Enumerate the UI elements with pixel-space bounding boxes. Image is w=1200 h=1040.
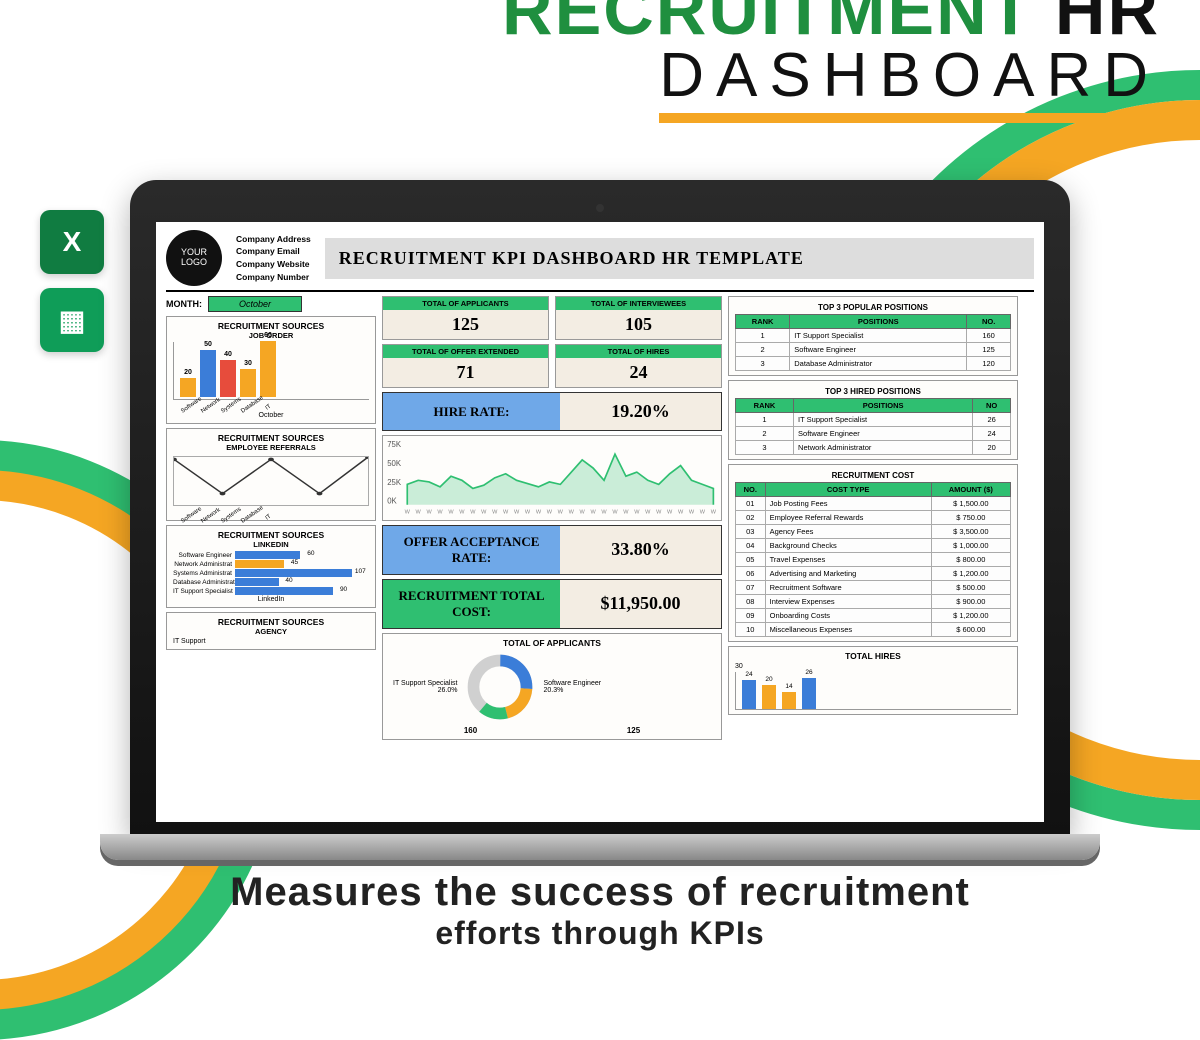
svg-text:W: W xyxy=(678,510,684,516)
svg-text:W: W xyxy=(514,510,520,516)
svg-text:0K: 0K xyxy=(387,497,397,506)
popular-positions-table: RANKPOSITIONSNO.1IT Support Specialist16… xyxy=(735,314,1011,371)
kpi-hires: TOTAL OF HIRES 24 xyxy=(555,344,722,388)
svg-text:W: W xyxy=(405,510,411,516)
laptop-base xyxy=(100,834,1100,860)
kpi-interviewees: TOTAL OF INTERVIEWEES 105 xyxy=(555,296,722,340)
middle-column: TOTAL OF APPLICANTS 125 TOTAL OF INTERVI… xyxy=(382,296,722,744)
month-label: MONTH: xyxy=(166,299,202,309)
sources-referrals-panel: RECRUITMENT SOURCES EMPLOYEE REFERRALS S… xyxy=(166,428,376,521)
logo-placeholder: YOUR LOGO xyxy=(166,230,222,286)
kpi-offer-acceptance: OFFER ACCEPTANCE RATE: 33.80% xyxy=(382,525,722,575)
hired-positions-panel: TOP 3 HIRED POSITIONS RANKPOSITIONSNO1IT… xyxy=(728,380,1018,460)
svg-text:W: W xyxy=(667,510,673,516)
svg-text:W: W xyxy=(558,510,564,516)
sources-agency-panel: RECRUITMENT SOURCES AGENCY IT Support xyxy=(166,612,376,650)
svg-text:W: W xyxy=(492,510,498,516)
svg-text:W: W xyxy=(448,510,454,516)
dashboard-title: RECRUITMENT KPI DASHBOARD HR TEMPLATE xyxy=(325,238,1034,279)
svg-text:W: W xyxy=(601,510,607,516)
svg-text:W: W xyxy=(634,510,640,516)
svg-text:W: W xyxy=(623,510,629,516)
kpi-offers: TOTAL OF OFFER EXTENDED 71 xyxy=(382,344,549,388)
kpi-total-cost: RECRUITMENT TOTAL COST: $11,950.00 xyxy=(382,579,722,629)
recruitment-cost-table: NO.COST TYPEAMOUNT ($)01Job Posting Fees… xyxy=(735,482,1011,637)
svg-text:W: W xyxy=(437,510,443,516)
svg-text:W: W xyxy=(427,510,433,516)
svg-text:W: W xyxy=(645,510,651,516)
excel-icon: X xyxy=(40,210,104,274)
svg-text:75K: 75K xyxy=(387,440,402,449)
svg-text:W: W xyxy=(525,510,531,516)
month-value[interactable]: October xyxy=(208,296,302,312)
svg-text:W: W xyxy=(536,510,542,516)
total-hires-panel: TOTAL HIRES 30 24201426 xyxy=(728,646,1018,715)
donut-chart xyxy=(465,652,535,722)
dashboard-screen: YOUR LOGO Company Address Company Email … xyxy=(156,222,1044,822)
svg-text:W: W xyxy=(470,510,476,516)
svg-text:W: W xyxy=(416,510,422,516)
kpi-applicants: TOTAL OF APPLICANTS 125 xyxy=(382,296,549,340)
svg-text:W: W xyxy=(700,510,706,516)
svg-text:W: W xyxy=(547,510,553,516)
svg-text:W: W xyxy=(459,510,465,516)
svg-text:W: W xyxy=(503,510,509,516)
hired-positions-table: RANKPOSITIONSNO1IT Support Specialist262… xyxy=(735,398,1011,455)
promo-title: RECRUITMENT HR DASHBOARD xyxy=(150,0,1160,123)
dashboard-header: YOUR LOGO Company Address Company Email … xyxy=(166,230,1034,292)
total-hires-bars: 24201426 xyxy=(735,672,1011,710)
app-icons: X ▦ xyxy=(40,210,104,366)
svg-text:W: W xyxy=(580,510,586,516)
company-info: Company Address Company Email Company We… xyxy=(236,233,311,284)
kpi-hire-rate: HIRE RATE: 19.20% xyxy=(382,392,722,431)
camera-dot xyxy=(596,204,604,212)
popular-positions-panel: TOP 3 POPULAR POSITIONS RANKPOSITIONSNO.… xyxy=(728,296,1018,376)
svg-text:W: W xyxy=(481,510,487,516)
sources-job-order-panel: RECRUITMENT SOURCES JOB ORDER 2050403060… xyxy=(166,316,376,424)
tagline: Measures the success of recruitment effo… xyxy=(0,870,1200,952)
sources-linkedin-panel: RECRUITMENT SOURCES LINKEDIN Software En… xyxy=(166,525,376,608)
trend-sparkline: 75K50K25K0K WWWWWWWWWWWWWWWWWWWWWWWWWWWW… xyxy=(385,438,719,516)
title-line2: DASHBOARD xyxy=(659,40,1160,123)
donut-applicants-panel: TOTAL OF APPLICANTS IT Support Specialis… xyxy=(382,633,722,740)
sheets-icon: ▦ xyxy=(40,288,104,352)
svg-text:25K: 25K xyxy=(387,478,402,487)
left-column: MONTH: October RECRUITMENT SOURCES JOB O… xyxy=(166,296,376,744)
svg-text:W: W xyxy=(569,510,575,516)
laptop-mockup: YOUR LOGO Company Address Company Email … xyxy=(130,180,1070,860)
sparkline-panel: 75K50K25K0K WWWWWWWWWWWWWWWWWWWWWWWWWWWW… xyxy=(382,435,722,521)
svg-text:W: W xyxy=(711,510,717,516)
right-column: TOP 3 POPULAR POSITIONS RANKPOSITIONSNO.… xyxy=(728,296,1018,744)
svg-text:W: W xyxy=(590,510,596,516)
recruitment-cost-panel: RECRUITMENT COST NO.COST TYPEAMOUNT ($)0… xyxy=(728,464,1018,642)
svg-text:W: W xyxy=(612,510,618,516)
svg-text:W: W xyxy=(656,510,662,516)
svg-text:50K: 50K xyxy=(387,459,402,468)
job-order-bars: 2050403060 xyxy=(173,342,369,400)
referrals-line-chart xyxy=(173,456,369,506)
svg-text:W: W xyxy=(689,510,695,516)
